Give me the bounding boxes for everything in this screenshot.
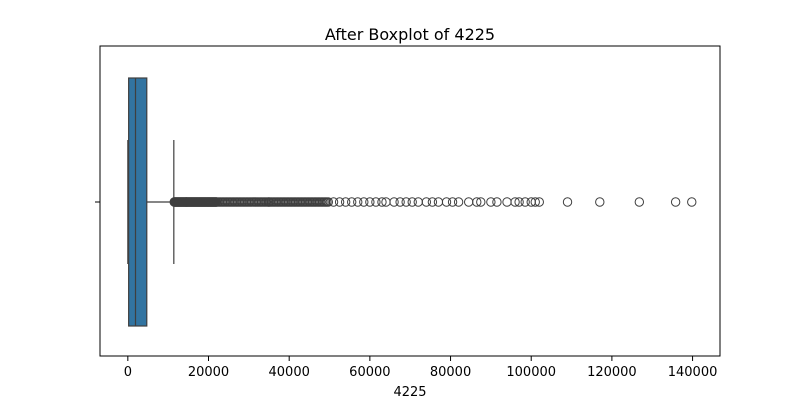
x-tick-label: 40000 (269, 365, 310, 380)
x-tick-label: 20000 (188, 365, 229, 380)
outlier-point (472, 197, 482, 207)
outlier-point (514, 197, 524, 207)
outlier-point (328, 197, 339, 207)
outlier-point (687, 197, 697, 207)
outlier-point (463, 197, 474, 207)
outlier-point (562, 197, 573, 207)
chart-title: After Boxplot of 4225 (325, 25, 495, 44)
x-tick-label: 100000 (506, 365, 556, 380)
outlier-point (334, 197, 345, 207)
outlier-point (520, 197, 530, 207)
outlier-point (323, 197, 334, 207)
outlier-point (447, 197, 458, 207)
outlier-point (401, 197, 411, 207)
outlier-point (453, 197, 464, 207)
outlier-point (347, 197, 357, 207)
outlier-point (377, 197, 387, 207)
chart-marks (127, 77, 697, 327)
axes-border (99, 45, 721, 357)
x-tick-label: 0 (124, 365, 132, 380)
iqr-box (128, 77, 148, 327)
outlier-point (486, 197, 496, 207)
outlier-point (340, 197, 351, 207)
outlier-point (534, 197, 544, 207)
outlier-point (595, 197, 605, 207)
outlier-point (670, 197, 681, 207)
x-tick-label: 80000 (430, 365, 471, 380)
outlier-point (441, 197, 452, 207)
outlier-point (359, 197, 369, 207)
outlier-point (510, 197, 520, 207)
outlier-point (421, 197, 432, 207)
x-tick-label: 60000 (349, 365, 390, 380)
outlier-point (476, 197, 486, 207)
outlier-point (634, 197, 645, 207)
x-axis-ticks: 0 20000 40000 60000 80000 100000 120000 140000 (124, 356, 718, 380)
x-axis-label: 4225 (393, 385, 426, 400)
outlier-point (492, 197, 502, 207)
x-tick-label: 140000 (668, 365, 718, 380)
outlier-point (427, 197, 438, 207)
x-tick-label: 120000 (587, 365, 637, 380)
outlier-point (407, 197, 417, 207)
outlier-point (530, 197, 540, 207)
outlier-point (371, 197, 381, 207)
outlier-point (502, 197, 512, 207)
outlier-point (353, 197, 363, 207)
outlier-point (433, 197, 444, 207)
outlier-point (395, 197, 405, 207)
outlier-point (413, 197, 423, 207)
axes-frame (99, 45, 721, 357)
outlier-point (389, 197, 399, 207)
outlier-point (365, 197, 375, 207)
